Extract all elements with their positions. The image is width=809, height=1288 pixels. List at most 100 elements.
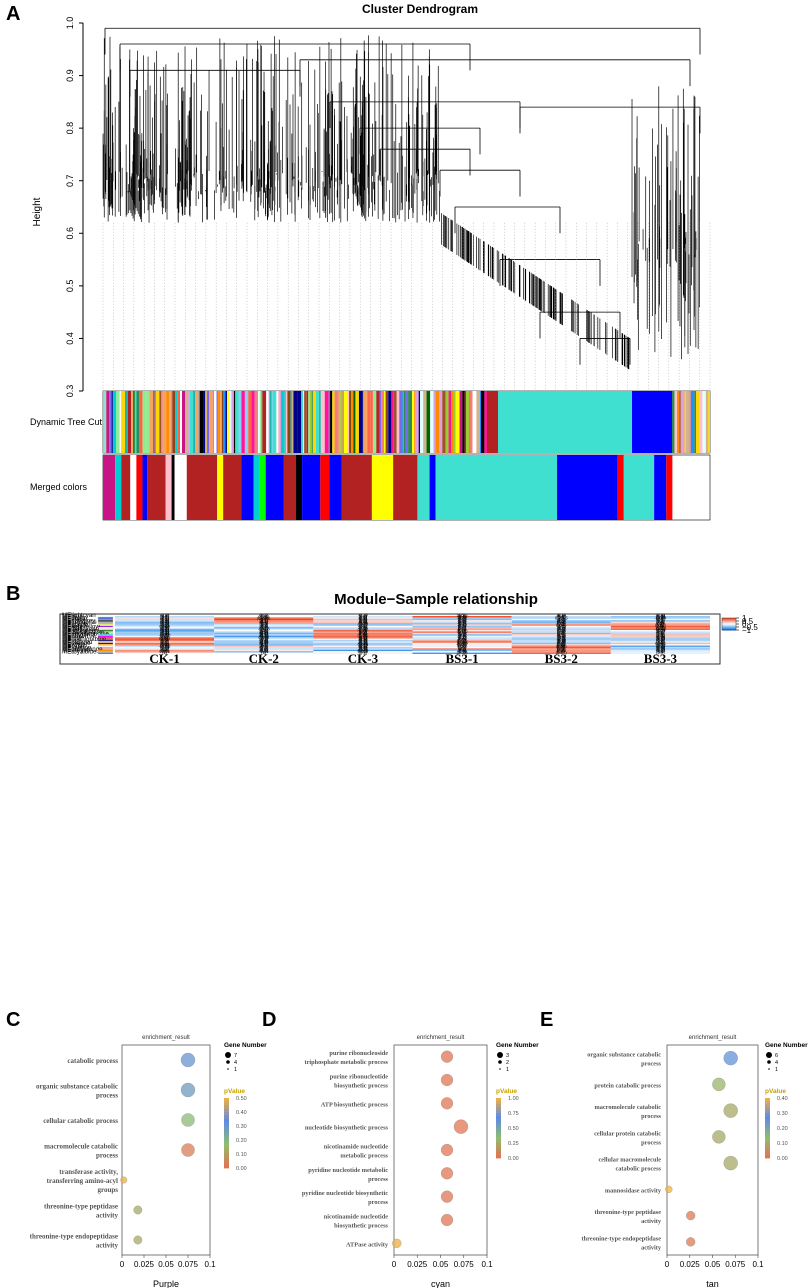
cell-value: 0.02: [260, 613, 269, 618]
cell-pvalue: (0.7): [259, 644, 268, 649]
dynamic-color-strip: [225, 391, 227, 453]
cell-pvalue: (0.8): [259, 626, 268, 631]
heatmap-cell: [115, 616, 215, 618]
heatmap-cell: [511, 628, 611, 631]
dynamic-color-strip: [139, 391, 143, 453]
dynamic-color-strip: [343, 391, 348, 453]
dynamic-color-strip: [684, 391, 686, 453]
dynamic-color-strip: [185, 391, 189, 453]
cell-pvalue: (0.8): [458, 617, 467, 622]
cell-value: 0.75: [656, 625, 665, 630]
term-label: nicotinamide nucleotide: [324, 1214, 388, 1221]
row-label: MEmagenta: [62, 632, 96, 639]
heatmap-cell: [610, 616, 710, 618]
cell-pvalue: (0.4): [656, 632, 665, 637]
colorbar-tick-label: −0.5: [742, 623, 758, 632]
dynamic-color-strip: [476, 391, 480, 453]
cell-pvalue: (0.4): [458, 623, 467, 628]
cell-pvalue: (0.3): [557, 647, 566, 652]
heatmap-cell: [412, 632, 512, 635]
term-label: pyridine nucleotide biosynthetic: [302, 1190, 388, 1197]
dynamic-color-strip: [177, 391, 181, 453]
cell-value: -0.45: [160, 620, 170, 625]
cell-pvalue: (0.1): [557, 622, 566, 627]
cell-pvalue: (0.9): [656, 650, 665, 655]
cell-pvalue: (0.6): [259, 637, 268, 642]
dynamic-color-strip: [161, 391, 163, 453]
cell-pvalue: (0.4): [359, 620, 368, 625]
cell-pvalue: (0.9): [458, 643, 467, 648]
color-legend-segment: [765, 1137, 770, 1141]
cell-value: 0.58: [656, 621, 665, 626]
cell-value: -0.39: [656, 635, 666, 640]
dynamic-color-strip: [212, 391, 215, 453]
cell-value: -0.38: [160, 621, 170, 626]
dynamic-color-strip: [189, 391, 194, 453]
cell-pvalue: (1): [360, 623, 366, 628]
dynamic-color-strip: [103, 391, 105, 453]
dynamic-color-strip: [677, 391, 680, 453]
cell-value: 0.084: [457, 639, 468, 644]
term-label: triphosphate metabolic process: [305, 1059, 389, 1066]
heatmap-cell: [511, 632, 611, 635]
heatmap-cell: [610, 651, 710, 653]
row-label: MEturquoise: [62, 619, 97, 626]
enrichment-dot: [712, 1130, 726, 1144]
cell-pvalue: (0.9): [160, 624, 169, 629]
enrichment-dot: [440, 1213, 454, 1227]
heatmap-cell: [610, 631, 710, 633]
size-legend-label: 1: [506, 1067, 509, 1073]
cell-value: -0.1: [260, 621, 268, 626]
dynamic-color-strip: [169, 391, 171, 453]
dynamic-color-strip: [347, 391, 350, 453]
dynamic-color-strip: [402, 391, 404, 453]
enrichment-dot: [440, 1167, 454, 1180]
x-tick-label: 0.075: [725, 1260, 746, 1269]
cell-pvalue: (0.5): [359, 640, 368, 645]
dynamic-color-strip: [459, 391, 463, 453]
cell-value: 0.026: [457, 644, 468, 649]
term-label: mannosidase activity: [605, 1187, 662, 1194]
dynamic-color-strip: [269, 391, 272, 453]
dynamic-color-strip: [379, 391, 382, 453]
cell-value: 0.72: [359, 631, 368, 636]
heatmap-cell: [412, 627, 512, 629]
cell-value: -0.21: [457, 621, 467, 626]
cell-value: 0.37: [656, 639, 665, 644]
heatmap-cell: [610, 644, 710, 646]
dynamic-color-strip: [175, 391, 178, 453]
cell-value: 0.47: [458, 625, 467, 630]
row-color-swatch: [97, 639, 114, 642]
heatmap-cell: [511, 648, 611, 650]
dynamic-color-strip: [142, 391, 147, 453]
term-label: ATPase activity: [346, 1241, 389, 1248]
heatmap-cell: [313, 632, 413, 635]
heatmap-cell: [313, 616, 413, 618]
colorbar-tick-label: 0.5: [742, 617, 754, 626]
color-legend-segment: [765, 1104, 770, 1108]
heatmap-cell: [313, 624, 413, 626]
color-legend-segment: [765, 1125, 770, 1129]
cell-pvalue: (0.6): [557, 629, 566, 634]
color-legend-title: pValue: [765, 1088, 786, 1095]
color-legend-segment: [224, 1098, 229, 1102]
dynamic-color-strip: [216, 391, 218, 453]
x-tick-label: 0.1: [752, 1260, 764, 1269]
cell-pvalue: (0.5): [656, 615, 665, 620]
cell-pvalue: (0.9): [656, 616, 665, 621]
term-label: biosynthetic process: [334, 1083, 388, 1090]
size-legend-label: 1: [234, 1067, 237, 1073]
cell-pvalue: (0.5): [359, 637, 368, 642]
color-legend-segment: [496, 1104, 501, 1108]
dendrogram-title: Cluster Dendrogram: [362, 2, 478, 16]
dynamic-color-strip: [694, 391, 697, 453]
cell-pvalue: (0.4): [259, 620, 268, 625]
panel-a-letter: A: [6, 3, 20, 25]
cell-pvalue: (0.3): [458, 647, 467, 652]
cell-pvalue: (0.1): [656, 643, 665, 648]
heatmap-cell: [214, 641, 314, 643]
column-label: CK-3: [348, 651, 379, 666]
dynamic-color-strip: [231, 391, 234, 453]
enrichment-dot: [712, 1077, 726, 1092]
cell-pvalue: (0.01): [457, 613, 469, 618]
